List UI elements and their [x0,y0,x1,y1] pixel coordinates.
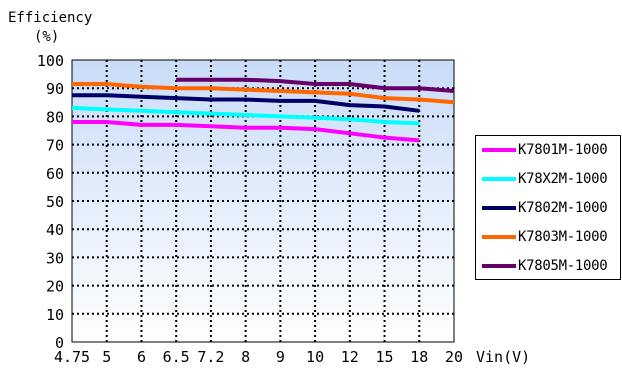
x-tick-labels: 4.75 5 6 6.5 7.2 8 9 10 12 15 18 20 [54,348,463,366]
x-tick-label: 15 [376,348,394,366]
series-lines [71,77,455,143]
legend-item: K7801M-1000 [482,140,608,160]
y-tick-label: 80 [46,108,64,126]
series-line [71,105,420,126]
legend-label: K7803M-1000 [518,229,608,245]
legend-item: K7802M-1000 [482,198,608,218]
x-tick-label: 6.5 [163,348,190,366]
legend-label: K7805M-1000 [518,258,608,274]
x-tick-label: 12 [341,348,359,366]
legend-item: K7803M-1000 [482,227,608,247]
series-line [72,93,420,113]
y-tick-label: 60 [46,165,64,183]
legend-label: K7802M-1000 [518,200,608,216]
y-tick-label: 30 [46,249,64,267]
x-tick-label: 4.75 [54,348,90,366]
y-tick-label: 100 [37,52,64,70]
x-tick-label: 5 [102,348,111,366]
series-line [176,77,455,93]
y-tick-label: 20 [46,278,64,296]
x-tick-label: 18 [410,348,428,366]
y-tick-label: 70 [46,137,64,155]
legend-swatch [482,177,516,181]
y-axis-unit: (%) [34,29,59,45]
legend-swatch [482,148,516,152]
y-axis-title: Efficiency [8,10,92,26]
y-tick-labels: 0 10 20 30 40 50 60 70 80 90 100 [37,52,64,352]
legend-label: K78X2M-1000 [518,171,608,187]
legend-swatch [482,206,516,210]
x-tick-label: 10 [306,348,324,366]
y-tick-label: 90 [46,80,64,98]
x-tick-label: 9 [276,348,285,366]
y-tick-label: 0 [55,334,64,352]
series-line [72,120,420,143]
x-tick-label: 7.2 [197,348,224,366]
legend-item: K78X2M-1000 [482,169,608,189]
y-tick-label: 40 [46,221,64,239]
legend-item: K7805M-1000 [482,256,608,276]
legend-swatch [482,235,516,239]
legend-swatch [482,264,516,268]
y-tick-label: 50 [46,193,64,211]
x-tick-label: 8 [241,348,250,366]
legend-label: K7801M-1000 [518,142,608,158]
series-line [72,82,455,105]
x-axis-title: Vin(V) [476,348,530,366]
y-tick-label: 10 [46,306,64,324]
x-tick-label: 20 [445,348,463,366]
x-tick-label: 6 [137,348,146,366]
legend: K7801M-1000 K78X2M-1000 K7802M-1000 K780… [475,135,621,280]
